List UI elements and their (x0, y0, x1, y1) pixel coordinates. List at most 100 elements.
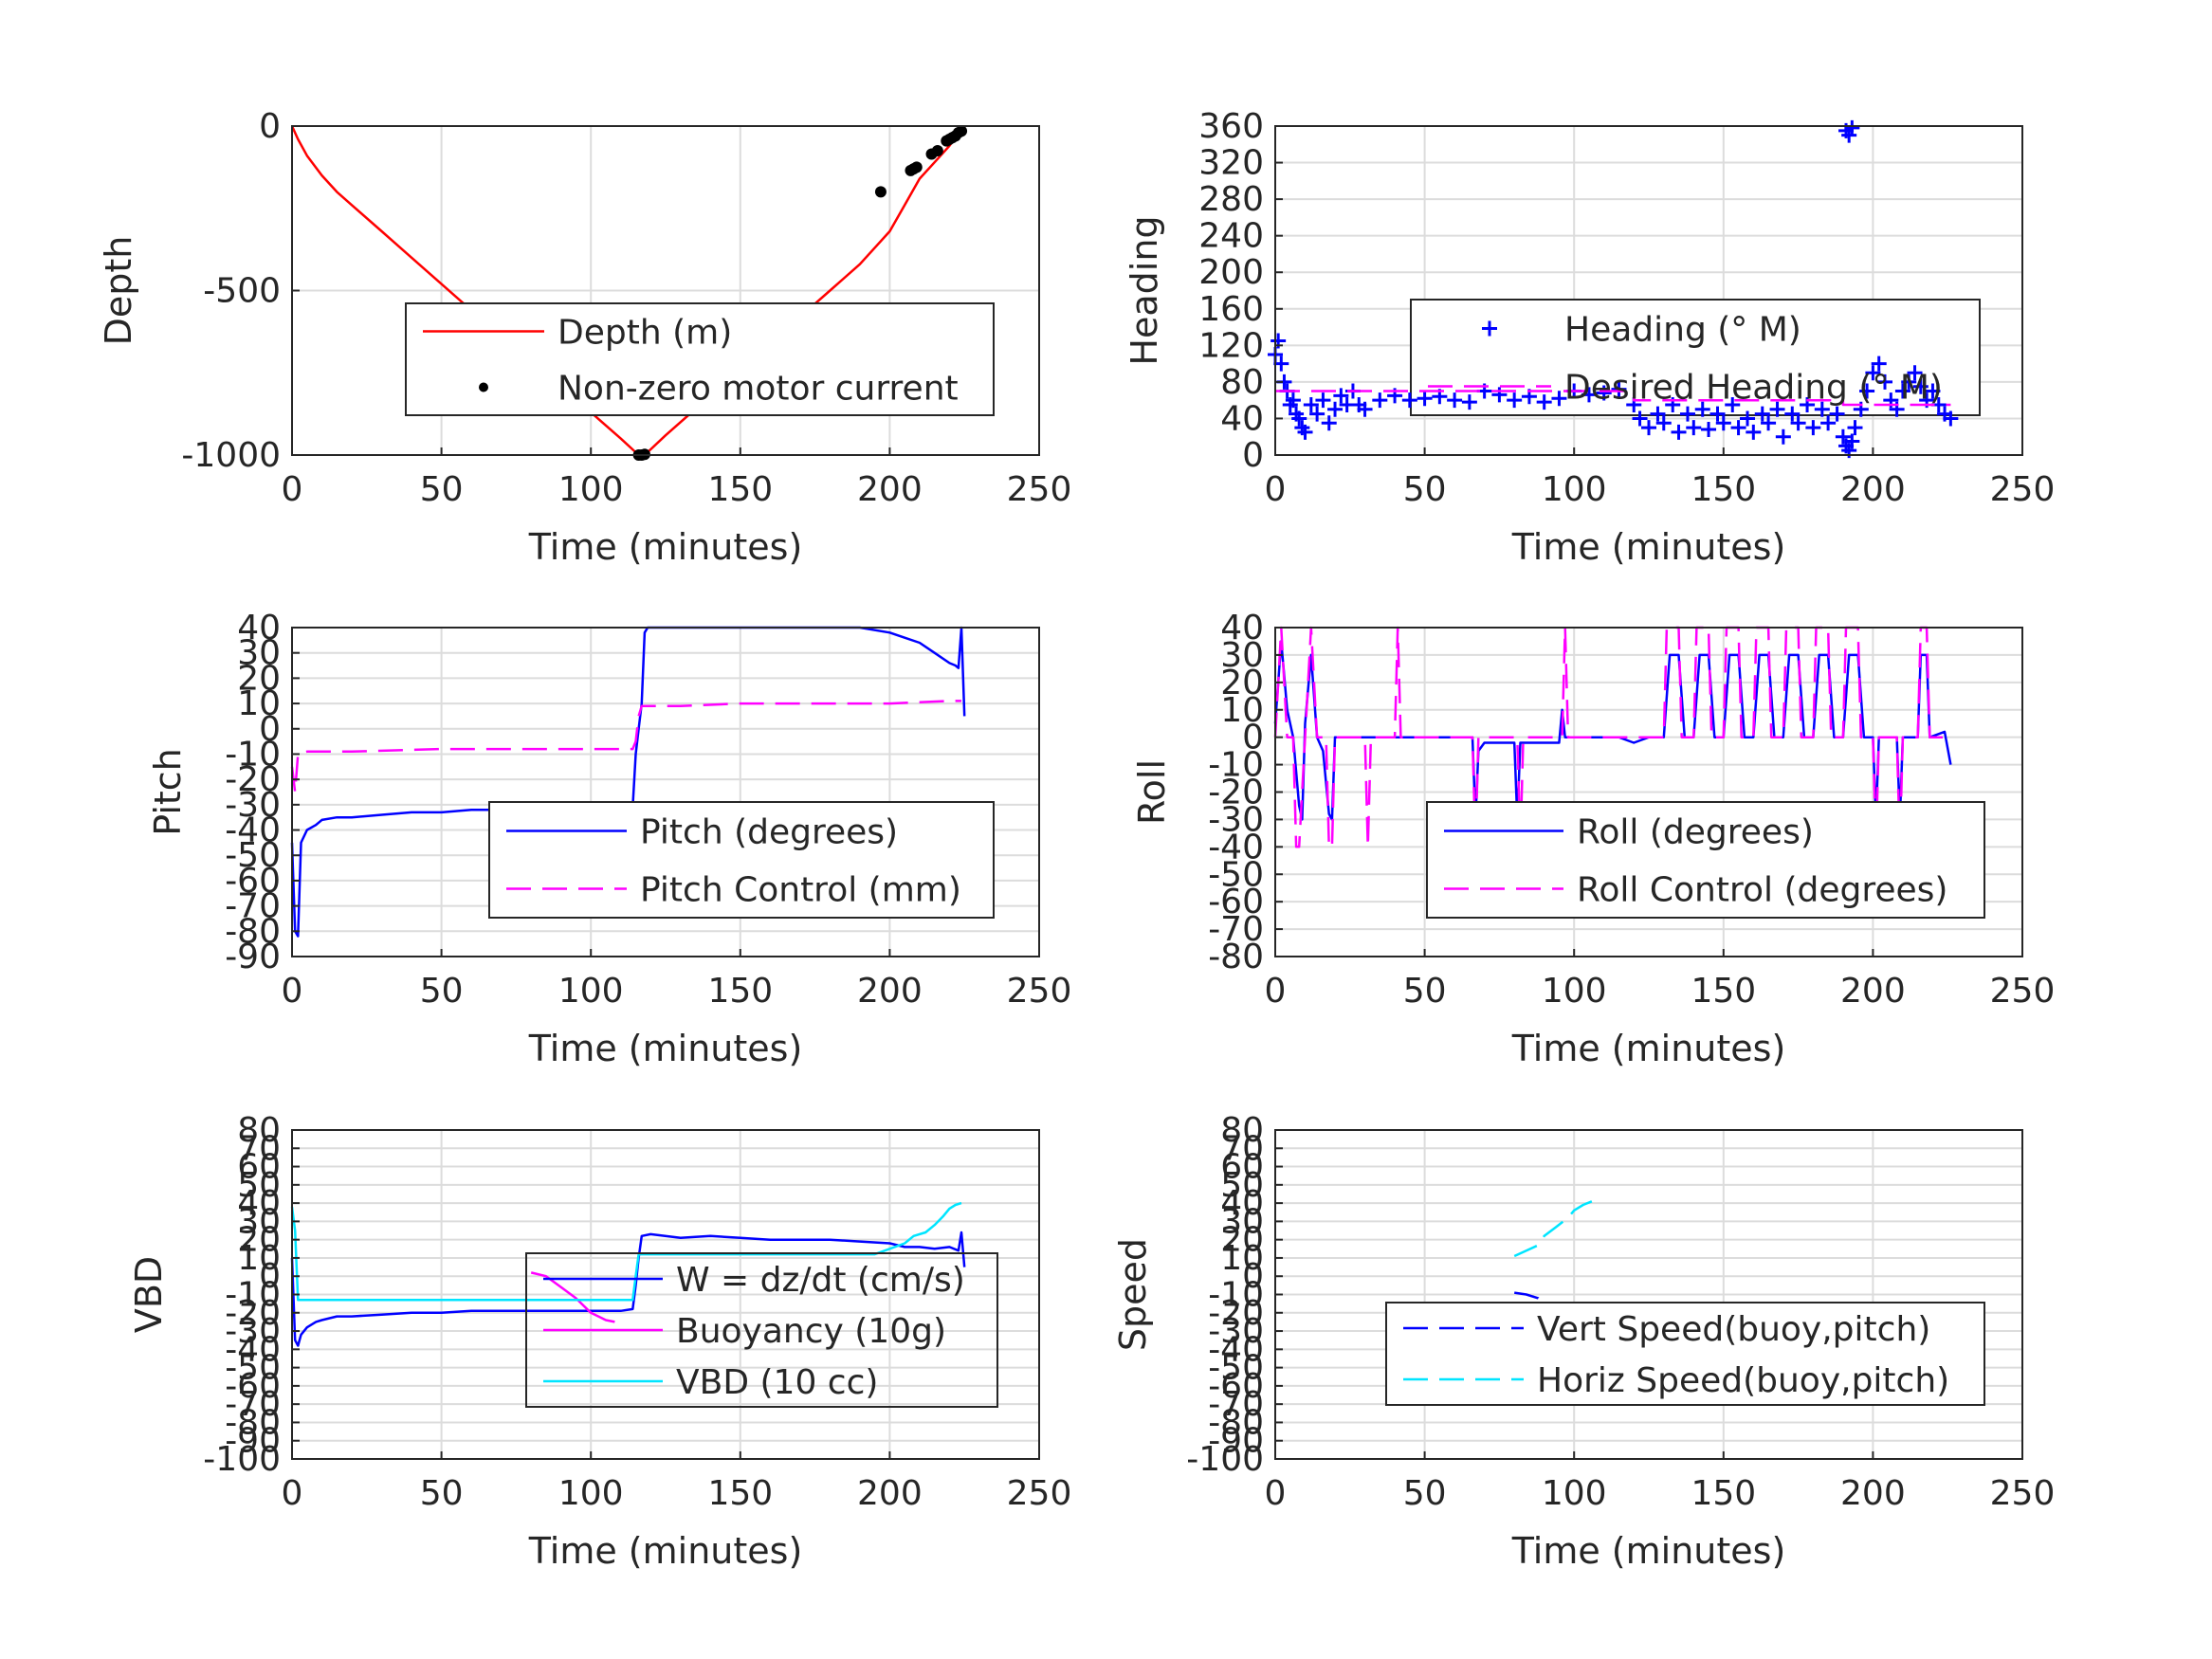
data-point (1655, 415, 1672, 431)
y-tick-label: 20 (237, 1221, 281, 1260)
y-tick-label: -10 (1208, 746, 1264, 785)
x-tick-label: 200 (857, 1474, 923, 1513)
data-point (1847, 420, 1863, 436)
data-point (1769, 401, 1785, 417)
x-tick-label: 150 (707, 1474, 773, 1513)
y-tick-label: -40 (225, 811, 281, 850)
x-tick-label: 100 (1542, 972, 1607, 1011)
data-point (1401, 392, 1417, 409)
data-point (1671, 424, 1687, 440)
y-tick-label: 0 (1242, 1257, 1264, 1296)
x-tick-label: 200 (1840, 1474, 1906, 1513)
x-tick-label: 50 (1403, 972, 1447, 1011)
y-tick-label: 40 (237, 609, 281, 647)
y-tick-label: -100 (1186, 1440, 1264, 1479)
y-tick-label: 10 (237, 684, 281, 723)
legend-entry-horiz-speed: Horiz Speed(buoy,pitch) (1403, 1361, 1949, 1400)
roll-panel: 0 50 100 150 200 250-80-70-60-50-40-30-20-100… (1131, 609, 2055, 1069)
x-tick-label: 250 (1007, 470, 1072, 509)
legend-label-pitch-control: Pitch Control (mm) (640, 871, 961, 910)
y-tick-label: 0 (259, 710, 281, 749)
data-point (1611, 381, 1627, 397)
x-tick-label: 100 (558, 972, 624, 1011)
data-point (1581, 387, 1597, 403)
data-point (910, 161, 923, 173)
data-point (1632, 410, 1648, 427)
legend-entry-motor-current: Non-zero motor current (479, 370, 959, 409)
legend-label-heading: Heading (° M) (1564, 311, 1801, 350)
y-tick-label: -20 (225, 1294, 281, 1333)
x-tick-label: 0 (1265, 1474, 1287, 1513)
pitch-x-axis-label: Time (minutes) (528, 1028, 803, 1069)
series-line (290, 626, 966, 938)
x-tick-label: 200 (1840, 470, 1906, 509)
legend-label-vert-speed: Vert Speed(buoy,pitch) (1537, 1310, 1930, 1349)
y-tick-label: 360 (1198, 107, 1264, 146)
y-tick-label: -30 (1208, 800, 1264, 839)
data-point (1679, 406, 1695, 422)
y-tick-label: -60 (1208, 883, 1264, 921)
depth-ticks: 0 50 100 150 200 250 -1000 -500 0 (181, 107, 1071, 509)
legend-sample-motor-current (479, 382, 488, 392)
y-tick-label: -60 (1208, 1367, 1264, 1406)
x-tick-label: 50 (1403, 470, 1447, 509)
series-line (290, 125, 963, 457)
y-tick-label: -20 (225, 760, 281, 799)
y-tick-label: -70 (1208, 910, 1264, 949)
roll-x-axis-label: Time (minutes) (1511, 1028, 1786, 1069)
data-point (1285, 392, 1301, 409)
data-point (1844, 119, 1860, 136)
y-tick-label: -30 (1208, 1312, 1264, 1351)
data-point (1507, 392, 1523, 409)
legend-entry-pitch-control: Pitch Control (mm) (506, 871, 961, 910)
x-tick-label: 100 (1542, 1474, 1607, 1513)
depth-panel: 0 50 100 150 200 250 -1000 -500 0 Time (minutes)… (98, 107, 1071, 568)
y-tick-label: -40 (1208, 828, 1264, 866)
data-point (1321, 415, 1337, 431)
pitch-plot-area (290, 626, 966, 938)
data-point (1715, 415, 1731, 431)
data-point (1596, 385, 1612, 401)
y-tick-label: -10 (1208, 1276, 1264, 1315)
y-tick-label: 160 (1198, 290, 1264, 329)
legend-label-roll-control: Roll Control (degrees) (1577, 871, 1947, 910)
legend-label-roll: Roll (degrees) (1577, 813, 1814, 852)
vbd-y-axis-label: VBD (128, 1256, 170, 1333)
x-tick-label: 250 (1990, 972, 2056, 1011)
depth-plot-area (290, 125, 968, 461)
data-point (1754, 406, 1770, 422)
pitch-ticks: 0 50 100 150 200 250-90-80-70-60-50-40-30-20-… (225, 609, 1071, 1011)
y-tick-label: 40 (1220, 399, 1264, 438)
x-tick-label: 0 (1265, 470, 1287, 509)
data-point (1814, 401, 1830, 417)
y-tick-label: 10 (1220, 691, 1264, 730)
roll-y-axis-label: Roll (1131, 759, 1173, 825)
data-point (1877, 374, 1893, 390)
y-tick-label: -500 (203, 272, 281, 311)
legend-entry-desired-heading: Desired Heading (° M) (1428, 369, 1943, 408)
x-tick-label: 200 (857, 470, 923, 509)
legend-marker (1482, 320, 1497, 337)
y-tick-label: -70 (1208, 1385, 1264, 1424)
x-tick-label: 100 (1542, 470, 1607, 509)
pitch-panel: 0 50 100 150 200 250-90-80-70-60-50-40-30-20-… (147, 609, 1071, 1069)
data-point (1417, 391, 1433, 407)
y-tick-label: -80 (225, 912, 281, 951)
y-tick-label: -80 (1208, 938, 1264, 976)
legend-entry-vert-speed: Vert Speed(buoy,pitch) (1403, 1310, 1930, 1349)
data-point (1327, 401, 1344, 417)
series-line (530, 1271, 615, 1323)
y-tick-label: 30 (1220, 636, 1264, 675)
y-tick-label: 0 (259, 1257, 281, 1296)
speed-ticks: 0 50 100 150 200 250-100-90-80-70-60-50-40-30… (1186, 1111, 2055, 1513)
y-tick-label: -70 (225, 887, 281, 926)
y-tick-label: -20 (1208, 774, 1264, 812)
legend-label-buoyancy: Buoyancy (10g) (676, 1312, 946, 1351)
y-tick-label: 10 (237, 1239, 281, 1278)
data-point (1730, 420, 1746, 436)
pitch-axes-box (291, 627, 1040, 957)
data-point (1835, 428, 1851, 445)
x-tick-label: 200 (857, 972, 923, 1011)
y-tick-label: -90 (225, 1422, 281, 1461)
